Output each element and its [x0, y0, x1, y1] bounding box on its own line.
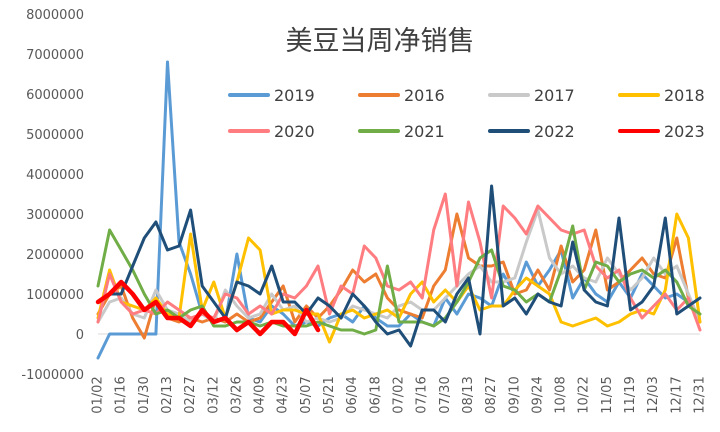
x-tick-label: 12/17	[669, 376, 684, 413]
y-tick-label: 3000000	[26, 208, 84, 223]
x-tick-label: 06/04	[345, 376, 360, 413]
x-tick-label: 01/16	[114, 376, 129, 413]
x-tick-label: 01/30	[137, 376, 152, 413]
x-tick-label: 07/16	[415, 376, 430, 413]
x-tick-label: 07/02	[392, 376, 407, 413]
x-tick-label: 10/08	[554, 376, 569, 413]
x-tick-label: 02/27	[183, 376, 198, 413]
series-layer	[95, 60, 702, 360]
x-tick-label: 08/27	[484, 376, 499, 413]
x-tick-label: 11/05	[600, 376, 615, 413]
series-line-2019	[96, 60, 690, 360]
x-tick-label: 08/13	[461, 376, 476, 413]
x-tick-label: 09/24	[530, 376, 545, 413]
series-line-2021	[96, 224, 702, 336]
y-tick-label: 0	[76, 328, 84, 343]
y-tick-label: -1000000	[21, 368, 84, 383]
legend-label-2022: 2022	[534, 122, 575, 141]
legend-label-2019: 2019	[274, 86, 315, 105]
y-axis: -1000000 0 1000000 2000000 3000000 4000000 500…	[21, 8, 84, 383]
legend-label-2021: 2021	[404, 122, 445, 141]
y-tick-label: 2000000	[26, 248, 84, 263]
x-tick-label: 11/19	[623, 376, 638, 413]
x-axis: 01/02 01/16 01/30 02/13 02/27 03/12 03/26 04/09…	[91, 333, 708, 414]
x-tick-label: 07/30	[438, 376, 453, 413]
x-tick-label: 05/21	[322, 376, 337, 413]
series-line-2016	[96, 212, 702, 340]
legend-label-2023: 2023	[664, 122, 705, 141]
series-line-2023	[95, 279, 321, 337]
legend: 2019 2016 2017 2018 2020 2021 2022 2023	[228, 86, 705, 141]
x-tick-label: 03/26	[229, 376, 244, 413]
y-tick-label: 5000000	[26, 128, 84, 143]
legend-label-2016: 2016	[404, 86, 445, 105]
y-tick-label: 6000000	[26, 88, 84, 103]
y-tick-label: 1000000	[26, 288, 84, 303]
x-tick-label: 04/23	[276, 376, 291, 413]
legend-label-2017: 2017	[534, 86, 575, 105]
x-tick-label: 06/18	[368, 376, 383, 413]
x-tick-label: 01/02	[91, 376, 106, 413]
legend-label-2018: 2018	[664, 86, 705, 105]
x-tick-label: 12/31	[693, 376, 708, 413]
chart-title: 美豆当周净销售	[286, 26, 475, 57]
x-tick-label: 10/22	[577, 376, 592, 413]
x-tick-label: 05/07	[299, 376, 314, 413]
legend-label-2020: 2020	[274, 122, 315, 141]
x-tick-label: 02/13	[160, 376, 175, 413]
x-tick-label: 09/10	[507, 376, 522, 413]
x-tick-label: 03/12	[206, 376, 221, 413]
y-tick-label: 7000000	[26, 48, 84, 63]
y-tick-label: 8000000	[26, 8, 84, 23]
series-line-2022	[96, 184, 702, 348]
x-tick-label: 04/09	[253, 376, 268, 413]
x-tick-label: 12/03	[646, 376, 661, 413]
y-tick-label: 4000000	[26, 168, 84, 183]
